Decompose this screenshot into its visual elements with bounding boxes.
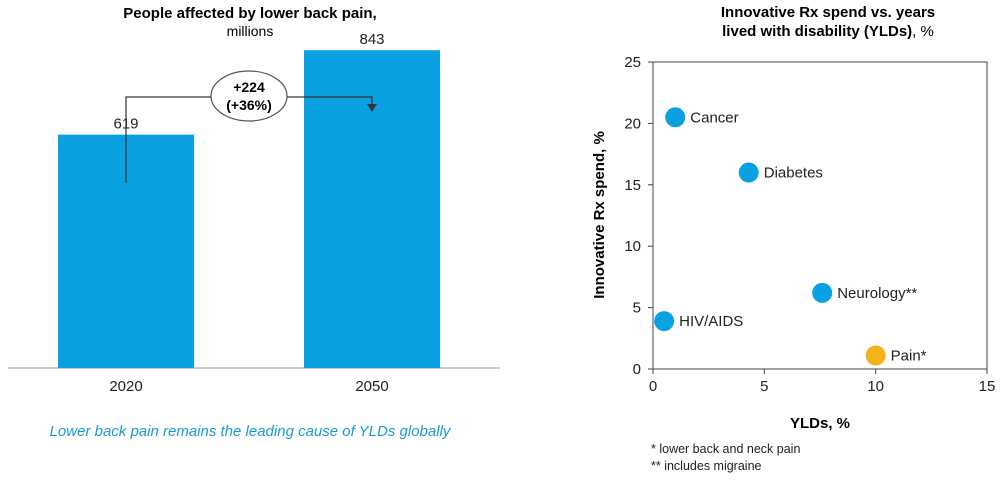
bar-chart: People affected by lower back pain, mill… [8, 5, 500, 395]
point-neurology [812, 282, 833, 303]
y-tick-label: 15 [624, 177, 641, 194]
x-tick-label: 10 [867, 378, 884, 395]
point-label: Cancer [690, 109, 738, 126]
scatter-title-line2-tail: , % [912, 23, 934, 40]
x-tick-label: 15 [979, 378, 996, 395]
bar-category-label: 2020 [109, 378, 142, 395]
scatter-title-line1: Innovative Rx spend vs. years [721, 4, 935, 21]
change-percent: (+36%) [226, 97, 272, 113]
scatter-title-line2: lived with disability (YLDs), % [722, 23, 934, 40]
point-cancer [665, 107, 686, 128]
y-tick-label: 5 [633, 300, 641, 317]
point-pain [865, 345, 886, 366]
point-diabetes [738, 162, 759, 183]
y-axis-label: Innovative Rx spend, % [591, 131, 608, 299]
y-tick-label: 0 [633, 361, 641, 378]
scatter-chart-panel: Innovative Rx spend vs. years lived with… [560, 0, 1000, 476]
footnote-1: * lower back and neck pain [651, 442, 801, 456]
scatter-chart: Innovative Rx spend vs. years lived with… [591, 4, 996, 432]
x-axis-label: YLDs, % [790, 415, 850, 432]
y-tick-label: 10 [624, 238, 641, 255]
bar-category-label: 2050 [355, 378, 388, 395]
x-tick-label: 0 [649, 378, 657, 395]
point-label: HIV/AIDS [679, 313, 743, 330]
bar-value-label: 843 [359, 31, 384, 48]
y-tick-label: 25 [624, 54, 641, 71]
bar-chart-caption: Lower back pain remains the leading caus… [49, 423, 451, 440]
point-hivaids [654, 311, 675, 332]
bar-chart-panel: People affected by lower back pain, mill… [8, 5, 500, 440]
change-value: +224 [233, 79, 265, 95]
bar-chart-subtitle: millions [227, 23, 274, 39]
bar-chart-title: People affected by lower back pain, [123, 5, 376, 22]
point-label: Diabetes [764, 165, 823, 182]
footnotes: * lower back and neck pain ** includes m… [651, 441, 800, 475]
point-label: Neurology** [837, 285, 917, 302]
change-bubble [210, 70, 288, 122]
plot-area-frame [652, 61, 988, 370]
x-tick-label: 5 [760, 378, 768, 395]
point-label: Pain* [891, 347, 927, 364]
change-arrowhead [367, 104, 377, 112]
footnote-2: ** includes migraine [651, 459, 762, 473]
y-tick-label: 20 [624, 115, 641, 132]
scatter-title-line2-bold: lived with disability (YLDs) [722, 23, 912, 40]
